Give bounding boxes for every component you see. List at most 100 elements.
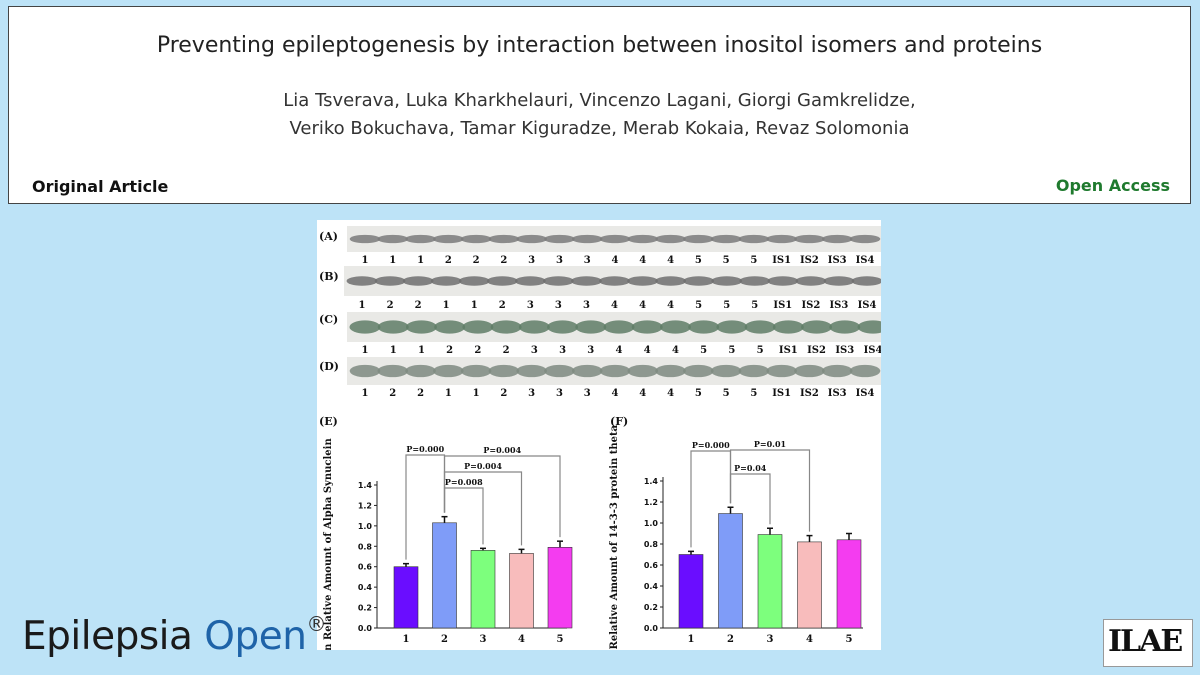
lane-label: 3: [556, 255, 563, 266]
lane-label: IS2: [800, 388, 819, 399]
blot-band: [655, 276, 687, 286]
lane-label: IS1: [772, 388, 791, 399]
lane-label: 5: [757, 345, 764, 356]
lane-label: 5: [728, 345, 735, 356]
blot-band: [766, 364, 797, 378]
y-tick-label: 0.0: [644, 624, 659, 633]
blot-band: [434, 320, 466, 334]
x-tick-label: 4: [806, 634, 813, 645]
lane-label: 5: [695, 255, 702, 266]
blot-panel-label: (A): [319, 230, 338, 243]
lane-label: 4: [667, 388, 674, 399]
blot-band: [405, 320, 437, 334]
lane-label: 1: [445, 388, 452, 399]
y-axis-label: Mean Relative Amount of 14-3-3 protein t…: [609, 424, 620, 650]
lane-label: IS4: [856, 255, 875, 266]
blot-band: [433, 234, 464, 244]
blot-band: [542, 276, 574, 286]
lane-label: 4: [612, 388, 619, 399]
lane-label: 3: [527, 300, 534, 311]
p-value-label: P=0.008: [445, 477, 483, 487]
blot-band: [374, 276, 406, 286]
bar: [393, 566, 419, 629]
blot-band: [794, 234, 825, 244]
lane-label: IS3: [828, 388, 847, 399]
blot-band: [599, 234, 631, 244]
paper-header: Preventing epileptogenesis by interactio…: [8, 6, 1191, 204]
p-value-label: P=0.01: [754, 439, 786, 449]
paper-title: Preventing epileptogenesis by interactio…: [156, 33, 1043, 58]
lane-label: 4: [672, 345, 679, 356]
authors-line-2: Veriko Bokuchava, Tamar Kiguradze, Merab…: [289, 118, 910, 139]
x-tick-label: 5: [557, 634, 564, 645]
lane-label: 2: [499, 300, 506, 311]
lane-label: IS3: [828, 255, 847, 266]
bar: [678, 554, 704, 629]
lane-label: 3: [556, 388, 563, 399]
blot-band: [821, 364, 853, 378]
blot-band: [518, 320, 550, 334]
blot-band: [599, 364, 631, 378]
lane-label: 2: [387, 300, 394, 311]
y-tick-label: 0.6: [644, 561, 659, 570]
lane-label: 3: [584, 255, 591, 266]
lane-label: IS1: [772, 255, 791, 266]
blot-band: [547, 320, 579, 334]
lane-label: 1: [389, 255, 396, 266]
lane-label: 4: [612, 255, 619, 266]
y-tick-label: 1.0: [358, 522, 373, 531]
lane-label: 1: [359, 300, 366, 311]
lane-label: 2: [389, 388, 396, 399]
blot-band: [627, 364, 659, 378]
open-access-label: Open Access: [1055, 176, 1170, 195]
lane-label: 1: [473, 388, 480, 399]
x-tick-label: 2: [727, 634, 734, 645]
bar: [509, 553, 534, 629]
blot-band: [349, 234, 381, 244]
blot-band: [710, 234, 742, 244]
lane-label: 5: [700, 345, 707, 356]
blot-panel-label: (C): [319, 313, 338, 326]
lane-label: IS3: [830, 300, 849, 311]
lane-label: IS2: [800, 255, 819, 266]
y-tick-label: 0.4: [644, 582, 659, 591]
lane-label: 3: [584, 388, 591, 399]
bar: [757, 534, 783, 629]
significance-bracket: [443, 487, 484, 545]
ilae-logo-text: ILAE: [1108, 624, 1183, 659]
lane-label: 5: [723, 255, 730, 266]
lane-label: 4: [639, 300, 646, 311]
lane-label: 2: [417, 388, 424, 399]
blot-band: [488, 364, 520, 378]
p-value-label: P=0.000: [406, 444, 444, 454]
y-tick-label: 0.8: [644, 540, 659, 549]
lane-label: 1: [418, 345, 425, 356]
blot-band: [766, 234, 797, 244]
blot-band: [857, 320, 881, 334]
blot-band: [571, 234, 603, 244]
y-tick-label: 1.2: [644, 498, 658, 507]
x-tick-label: 2: [441, 634, 448, 645]
x-tick-label: 1: [688, 634, 695, 645]
x-tick-label: 4: [518, 634, 525, 645]
blot-band: [710, 364, 742, 378]
blot-band: [711, 276, 743, 286]
lane-label: 5: [723, 300, 730, 311]
blot-band: [377, 364, 409, 378]
lane-label: IS4: [858, 300, 877, 311]
blot-band: [688, 320, 720, 334]
blot-band: [516, 364, 547, 378]
blot-band: [603, 320, 635, 334]
blot-band: [575, 320, 607, 334]
blot-band: [683, 364, 714, 378]
blot-band: [795, 276, 827, 286]
lane-label: IS2: [807, 345, 826, 356]
blot-band: [462, 320, 494, 334]
blot-panel-label: (B): [319, 270, 339, 283]
bar: [470, 550, 496, 629]
blot-band: [460, 364, 492, 378]
blot-band: [349, 364, 381, 378]
lane-label: IS4: [864, 345, 881, 356]
lane-label: 3: [559, 345, 566, 356]
blot-band: [346, 276, 378, 286]
